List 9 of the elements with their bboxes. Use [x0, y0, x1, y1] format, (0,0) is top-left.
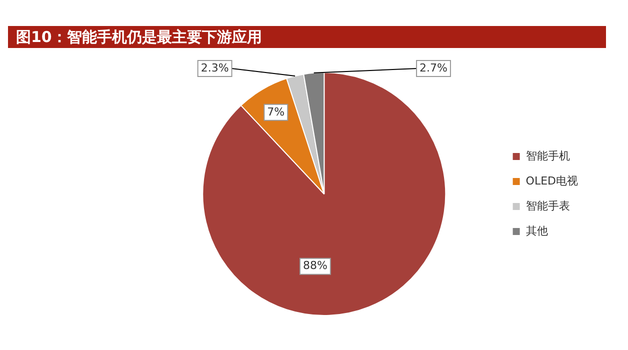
data-label: 7%	[267, 105, 285, 118]
data-label: 2.3%	[200, 61, 229, 74]
data-label: 88%	[302, 259, 328, 272]
legend-label: OLED电视	[526, 174, 578, 188]
legend-label: 智能手机	[526, 149, 570, 162]
legend-label: 智能手表	[526, 199, 570, 212]
data-label: 2.7%	[420, 61, 448, 74]
chart-title: 图10：智能手机仍是最主要下游应用	[8, 26, 606, 48]
legend-label: 其他	[526, 224, 548, 238]
